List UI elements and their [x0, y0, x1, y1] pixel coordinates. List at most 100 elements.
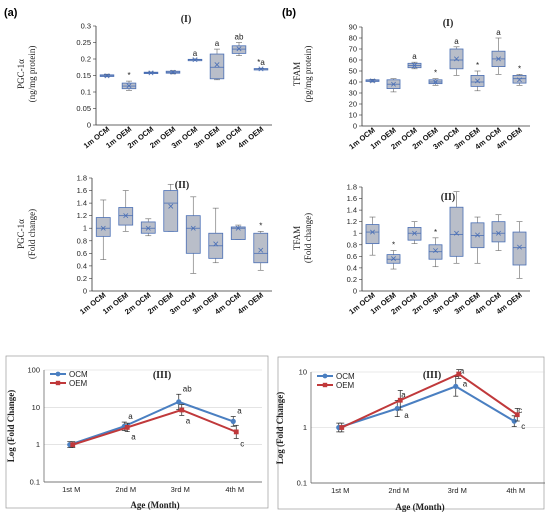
y-axis-label-line: (Fold change) — [303, 213, 313, 263]
legend-marker — [55, 380, 61, 386]
legend-label: OCM — [336, 372, 355, 381]
mean-marker — [168, 203, 174, 209]
legend-marker — [322, 373, 328, 379]
mean-marker — [496, 230, 501, 236]
y-tick-label: 0.1 — [81, 88, 91, 97]
y-tick-label: 0.2 — [347, 275, 357, 284]
y-tick-label: 0.05 — [76, 104, 91, 113]
mean-marker — [454, 230, 459, 236]
significance-label: a — [496, 28, 501, 37]
significance-label: a — [404, 411, 409, 420]
mean-marker — [517, 77, 522, 83]
y-tick-label: 0.15 — [76, 71, 91, 80]
y-axis-label: TFAM(pg/mg protein) — [292, 46, 313, 103]
y-tick-label: 0.6 — [347, 252, 357, 261]
box — [230, 226, 246, 240]
y-tick-label: 70 — [349, 45, 357, 54]
data-point-ocm — [511, 418, 517, 424]
significance-label: ab — [183, 384, 192, 393]
y-tick-label: 100 — [27, 366, 40, 375]
chart-title: (I) — [181, 14, 192, 25]
y-axis-label-line: (pg/mg protein) — [303, 46, 313, 103]
y-axis-label-line: TFAM — [292, 62, 302, 86]
legend-label: OEM — [336, 381, 355, 390]
data-point-oem — [179, 407, 185, 413]
chart-b3-tfam-log-fold-change: 0.1 1 10 1st M 2nd M 3rd M 4th M (III) Age (Mont… — [275, 356, 545, 512]
mean-marker — [170, 69, 176, 75]
y-axis-label: PGC-1α(ng/mg protein) — [16, 46, 37, 103]
box — [185, 215, 201, 254]
y-tick-label: 1.4 — [77, 199, 87, 208]
chart-title: (II) — [175, 180, 189, 191]
chart-title: (III) — [423, 370, 441, 381]
chart-a2-pgc1a-fold-change: 0 0.2 0.4 0.6 0.8 1 1.2 1.4 1.6 1.8 (II) PGC-1α(Fol… — [16, 174, 272, 316]
y-tick-label: 1.8 — [347, 183, 357, 192]
legend-label: OEM — [69, 379, 88, 388]
y-tick-label: 1.6 — [347, 194, 357, 203]
y-tick-label: 0.6 — [77, 249, 87, 258]
significance-label: c — [240, 439, 244, 448]
y-axis-label-line: TFAM — [292, 226, 302, 250]
y-tick-label: 1 — [83, 224, 87, 233]
y-axis-label: TFAM(Fold change) — [292, 213, 313, 263]
mean-marker — [475, 78, 480, 84]
mean-marker — [496, 56, 501, 62]
box — [491, 221, 506, 243]
y-tick-label: 1.2 — [347, 217, 357, 226]
y-tick-label: 1.4 — [347, 206, 357, 215]
y-tick-label: 30 — [349, 89, 357, 98]
y-tick-label: 60 — [349, 56, 357, 65]
mean-marker — [412, 63, 417, 68]
significance-label: * — [392, 241, 395, 250]
y-tick-label: 0.8 — [347, 240, 357, 249]
mean-marker — [214, 62, 220, 68]
chart-b2-tfam-fold-change: 0 0.2 0.4 0.6 0.8 1 1.2 1.4 1.6 1.8 (II) TFAM(Fold … — [292, 183, 530, 316]
y-tick-label: 0.8 — [77, 236, 87, 245]
legend-label: OCM — [69, 370, 88, 379]
y-tick-label: 80 — [349, 34, 357, 43]
data-point-oem — [70, 442, 76, 448]
significance-label: a — [401, 390, 406, 399]
mean-marker — [235, 225, 241, 231]
box — [163, 190, 179, 232]
y-tick-label: 50 — [349, 67, 357, 76]
mean-marker — [258, 247, 264, 253]
data-point-ocm — [230, 418, 236, 424]
y-axis-label-line: PGC-1α — [16, 219, 26, 249]
series-line-ocm — [69, 400, 234, 446]
chart-a3-pgc1a-log-fold-change: 0.1 1 10 100 1st M 2nd M 3rd M 4th M (III) Age (M… — [5, 355, 269, 510]
y-axis-label: Log (Fold Change) — [275, 392, 285, 465]
y-tick-label: 0.4 — [77, 261, 87, 270]
y-axis-label-line: PGC-1α — [16, 59, 26, 89]
mean-marker — [258, 66, 264, 72]
mean-marker — [190, 225, 196, 231]
x-tick-label: 3rd M — [448, 486, 467, 495]
chart-title: (III) — [153, 370, 171, 381]
y-tick-label: 0.3 — [81, 22, 91, 31]
mean-marker — [104, 73, 110, 79]
y-tick-label: 20 — [349, 100, 357, 109]
significance-label: a — [186, 416, 191, 425]
y-tick-label: 0.1 — [297, 479, 307, 488]
box — [365, 224, 380, 245]
y-tick-label: 40 — [349, 78, 357, 87]
x-tick-label: 3rd M — [171, 485, 190, 494]
mean-marker — [148, 70, 154, 76]
series-line-oem — [72, 408, 237, 446]
x-tick-label: 2nd M — [115, 485, 136, 494]
significance-label: a — [454, 37, 459, 46]
significance-label: a — [412, 52, 417, 61]
y-tick-label: 1 — [303, 423, 307, 432]
significance-label: a — [193, 49, 198, 58]
y-tick-label: 0 — [353, 287, 357, 296]
panel-border — [277, 356, 545, 510]
significance-label: * — [259, 221, 262, 230]
significance-label: a — [215, 39, 220, 48]
y-tick-label: 1.6 — [77, 186, 87, 195]
chart-b1-tfam-protein: 0 10 20 30 40 50 60 70 80 90 (I) TFAM(pg/mg protein… — [292, 18, 530, 151]
y-tick-label: 10 — [32, 403, 40, 412]
data-point-ocm — [453, 383, 459, 390]
y-tick-label: 0 — [83, 287, 87, 296]
y-tick-label: 90 — [349, 23, 357, 32]
